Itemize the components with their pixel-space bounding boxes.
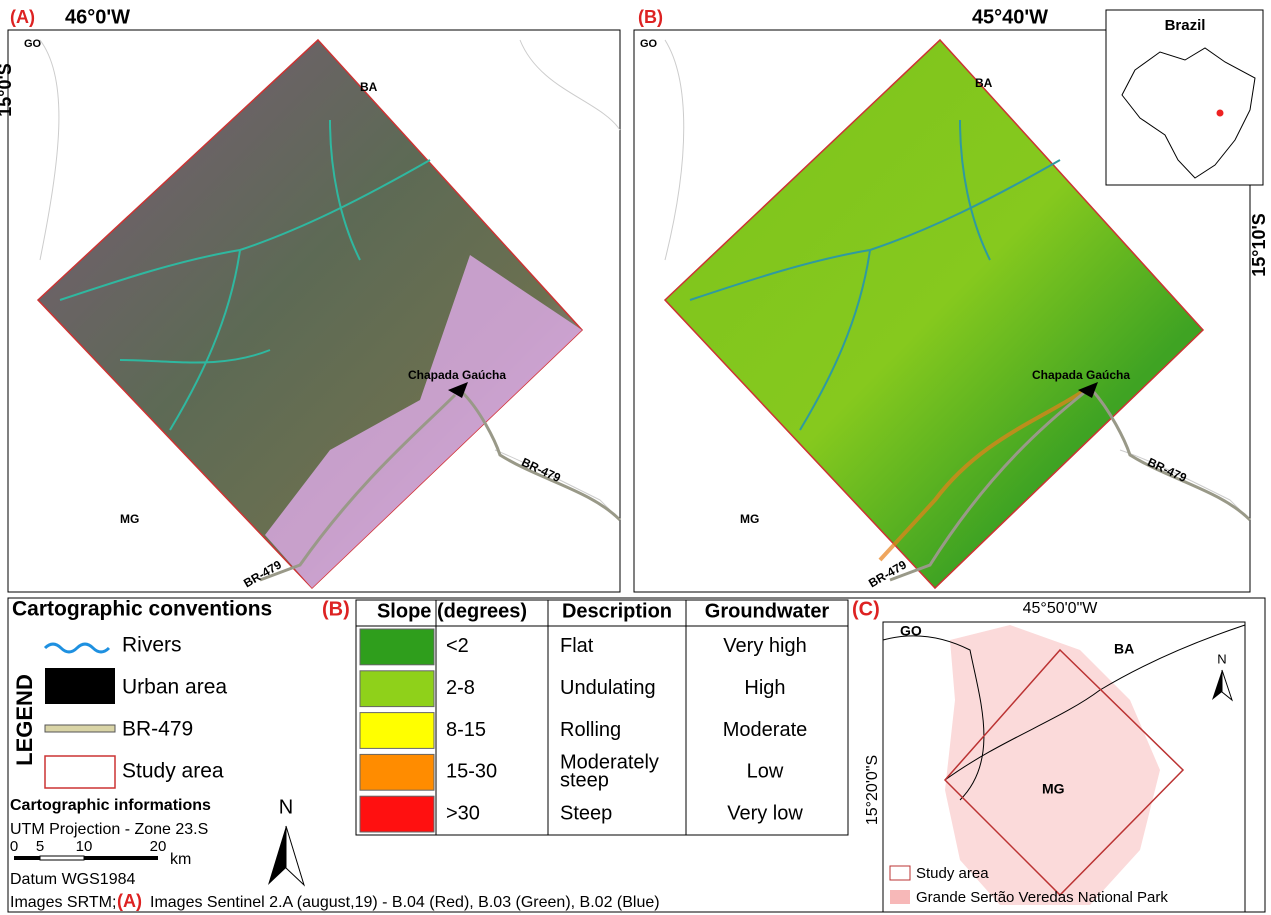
legend-item: Grande Sertão Veredas National Park bbox=[916, 889, 1168, 906]
panel-label: (B) bbox=[638, 7, 663, 27]
panel-label: (C) bbox=[852, 598, 880, 620]
panel-label: (A) bbox=[10, 7, 35, 27]
place: MG bbox=[740, 512, 759, 526]
source-ref: (A) bbox=[117, 891, 142, 911]
latitude: 15°0'S bbox=[0, 63, 15, 117]
legend-swatch bbox=[890, 890, 910, 904]
longitude: 46°0'W bbox=[65, 6, 130, 28]
urban-symbol bbox=[45, 668, 115, 704]
source-text: Images Sentinel 2.A (august,19) - B.04 (… bbox=[150, 894, 660, 911]
projection: UTM Projection - Zone 23.S bbox=[10, 821, 208, 838]
source-prefix: Images SRTM; bbox=[10, 894, 116, 911]
slope-table: Slope (degrees) Description Groundwater … bbox=[356, 600, 848, 835]
north-label: N bbox=[1217, 651, 1226, 666]
groundwater: Moderate bbox=[723, 719, 808, 741]
page: {"panel_a": {"label": "(A)", "longitude"… bbox=[0, 0, 1271, 915]
slope-class: <2 bbox=[446, 635, 469, 657]
slope-swatch bbox=[360, 796, 434, 832]
slope-class: 2-8 bbox=[446, 677, 475, 699]
panel-ref: (B) bbox=[322, 598, 350, 620]
road-symbol bbox=[45, 725, 115, 732]
place: MG bbox=[120, 512, 139, 526]
scale-unit: km bbox=[170, 851, 191, 868]
legend-title: Cartographic conventions bbox=[12, 598, 272, 621]
inset-title: Brazil bbox=[1165, 17, 1206, 34]
datum: Datum WGS1984 bbox=[10, 871, 135, 888]
groundwater: Low bbox=[747, 761, 784, 783]
slope-class: 8-15 bbox=[446, 719, 486, 741]
slope-description: Rolling bbox=[560, 719, 621, 741]
place: BA bbox=[360, 80, 378, 94]
slope-swatch bbox=[360, 629, 434, 665]
town: Chapada Gaúcha bbox=[408, 368, 506, 382]
slope-description: Steep bbox=[560, 802, 612, 824]
figure: (A) 46°0'W 15°0'S GO BA MG Chapada Gaúch… bbox=[0, 0, 1271, 915]
groundwater: Very low bbox=[727, 802, 803, 824]
place: GO bbox=[640, 38, 658, 50]
slope-class: >30 bbox=[446, 802, 480, 824]
slope-class: 15-30 bbox=[446, 761, 497, 783]
table-header: Description bbox=[562, 600, 672, 622]
legend-item: Study area bbox=[122, 760, 224, 783]
legend-item: Rivers bbox=[122, 634, 182, 657]
longitude: 45°40'W bbox=[972, 6, 1048, 28]
table-header: Slope (degrees) bbox=[377, 600, 527, 622]
scale-label: 10 bbox=[76, 838, 93, 855]
slope-description: Undulating bbox=[560, 677, 656, 699]
legend-item: Study area bbox=[916, 865, 989, 882]
scale-bar bbox=[84, 856, 158, 860]
latitude: 15°10'S bbox=[1249, 213, 1269, 277]
groundwater: High bbox=[744, 677, 785, 699]
longitude: 45°50'0"W bbox=[1023, 600, 1099, 617]
scale-bar bbox=[14, 856, 40, 860]
groundwater: Very high bbox=[723, 635, 806, 657]
legend-item: BR-479 bbox=[122, 718, 193, 741]
scale-bar bbox=[40, 856, 84, 860]
location-dot bbox=[1217, 110, 1224, 117]
town: Chapada Gaúcha bbox=[1032, 368, 1130, 382]
slope-description: Flat bbox=[560, 635, 594, 657]
place: BA bbox=[975, 76, 993, 90]
place: GO bbox=[900, 623, 922, 639]
scale-label: 5 bbox=[36, 838, 44, 855]
place: MG bbox=[1042, 781, 1065, 797]
table-header: Groundwater bbox=[705, 600, 830, 622]
legend-swatch bbox=[890, 866, 910, 880]
place: BA bbox=[1114, 641, 1134, 657]
slope-swatch bbox=[360, 671, 434, 707]
info-title: Cartographic informations bbox=[10, 797, 211, 814]
slope-swatch bbox=[360, 754, 434, 790]
legend-side-label: LEGEND bbox=[12, 674, 37, 766]
study-area-symbol bbox=[45, 756, 115, 788]
scale-label: 0 bbox=[10, 838, 18, 855]
scale-label: 20 bbox=[150, 838, 167, 855]
latitude: 15°20'0"S bbox=[864, 755, 881, 825]
slope-swatch bbox=[360, 713, 434, 749]
north-label: N bbox=[279, 796, 293, 818]
legend-item: Urban area bbox=[122, 676, 227, 699]
place: GO bbox=[24, 38, 42, 50]
